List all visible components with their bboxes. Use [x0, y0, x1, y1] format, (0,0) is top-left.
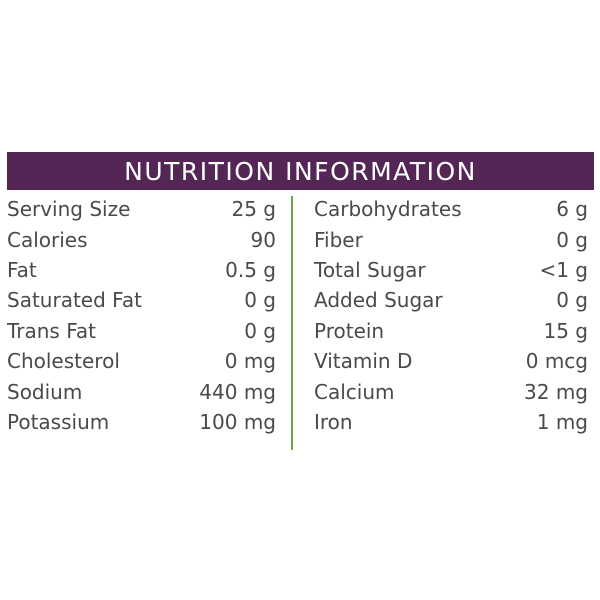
- nutrient-label: Protein: [314, 318, 385, 343]
- nutrient-row: Carbohydrates 6 g: [314, 194, 588, 224]
- nutrient-value: 90: [250, 227, 276, 252]
- nutrient-value: <1 g: [539, 257, 588, 282]
- nutrient-row: Serving Size 25 g: [7, 194, 276, 224]
- nutrient-label: Iron: [314, 409, 353, 434]
- nutrient-label: Carbohydrates: [314, 197, 462, 222]
- nutrient-row: Potassium 100 mg: [7, 407, 276, 437]
- nutrient-row: Fiber 0 g: [314, 224, 588, 254]
- nutrient-row: Total Sugar <1 g: [314, 255, 588, 285]
- nutrient-value: 440 mg: [199, 379, 276, 404]
- nutrient-value: 25 g: [231, 197, 276, 222]
- nutrient-label: Potassium: [7, 409, 110, 434]
- nutrient-label: Saturated Fat: [7, 288, 142, 313]
- nutrient-row: Calories 90: [7, 224, 276, 254]
- nutrition-panel: NUTRITION INFORMATION Serving Size 25 g C…: [7, 152, 594, 450]
- nutrient-value: 0 mcg: [525, 349, 588, 374]
- nutrient-value: 0 g: [244, 288, 276, 313]
- nutrient-row: Calcium 32 mg: [314, 376, 588, 406]
- nutrient-label: Vitamin D: [314, 349, 413, 374]
- nutrient-row: Trans Fat 0 g: [7, 316, 276, 346]
- nutrient-row: Iron 1 mg: [314, 407, 588, 437]
- nutrition-table: Serving Size 25 g Calories 90 Fat 0.5 g Sat…: [7, 194, 594, 450]
- nutrition-header: NUTRITION INFORMATION: [7, 152, 594, 190]
- nutrient-value: 100 mg: [199, 409, 276, 434]
- nutrient-value: 15 g: [543, 318, 588, 343]
- nutrient-row: Saturated Fat 0 g: [7, 285, 276, 315]
- nutrient-row: Protein 15 g: [314, 316, 588, 346]
- nutrient-value: 0.5 g: [225, 257, 276, 282]
- nutrient-row: Sodium 440 mg: [7, 376, 276, 406]
- nutrient-row: Cholesterol 0 mg: [7, 346, 276, 376]
- nutrient-label: Calcium: [314, 379, 395, 404]
- nutrient-row: Added Sugar 0 g: [314, 285, 588, 315]
- nutrient-value: 0 g: [244, 318, 276, 343]
- nutrient-label: Fiber: [314, 227, 363, 252]
- nutrient-label: Serving Size: [7, 197, 131, 222]
- nutrient-row: Fat 0.5 g: [7, 255, 276, 285]
- left-column: Serving Size 25 g Calories 90 Fat 0.5 g Sat…: [7, 194, 276, 437]
- column-divider: [291, 196, 293, 450]
- nutrient-label: Cholesterol: [7, 349, 120, 374]
- nutrient-label: Sodium: [7, 379, 83, 404]
- page-title: NUTRITION INFORMATION: [124, 156, 477, 186]
- nutrient-value: 0 mg: [224, 349, 276, 374]
- nutrient-label: Trans Fat: [7, 318, 96, 343]
- nutrient-label: Calories: [7, 227, 88, 252]
- nutrient-row: Vitamin D 0 mcg: [314, 346, 588, 376]
- nutrient-label: Total Sugar: [314, 257, 426, 282]
- nutrient-label: Added Sugar: [314, 288, 443, 313]
- nutrient-value: 6 g: [556, 197, 588, 222]
- nutrient-value: 32 mg: [524, 379, 588, 404]
- nutrient-value: 0 g: [556, 288, 588, 313]
- nutrient-label: Fat: [7, 257, 37, 282]
- nutrient-value: 1 mg: [536, 409, 588, 434]
- right-column: Carbohydrates 6 g Fiber 0 g Total Sugar <1 …: [314, 194, 588, 437]
- nutrient-value: 0 g: [556, 227, 588, 252]
